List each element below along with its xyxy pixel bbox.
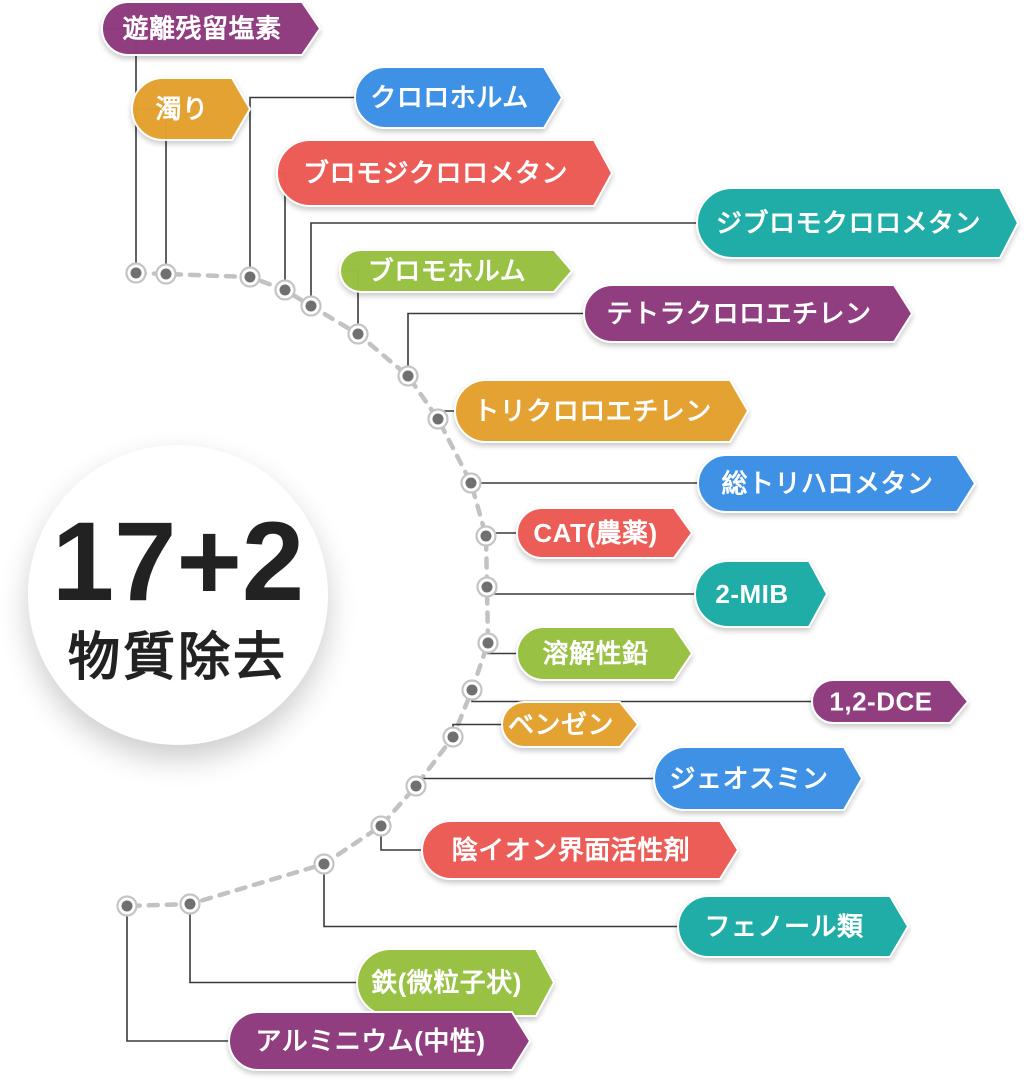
svg-text:ブロモホルム: ブロモホルム [368, 256, 526, 286]
svg-text:ジブロモクロロメタン: ジブロモクロロメタン [716, 208, 981, 238]
svg-text:フェノール類: フェノール類 [704, 912, 864, 942]
svg-text:ジェオスミン: ジェオスミン [669, 764, 828, 794]
svg-text:テトラクロロエチレン: テトラクロロエチレン [606, 299, 871, 329]
svg-text:鉄(微粒子状): 鉄(微粒子状) [371, 968, 522, 998]
svg-text:アルミニウム(中性): アルミニウム(中性) [255, 1026, 485, 1056]
svg-text:クロロホルム: クロロホルム [370, 83, 528, 113]
svg-text:濁り: 濁り [155, 94, 208, 124]
svg-text:溶解性鉛: 溶解性鉛 [542, 639, 648, 669]
svg-text:総トリハロメタン: 総トリハロメタン [721, 469, 933, 499]
svg-text:1,2-DCE: 1,2-DCE [829, 687, 932, 717]
svg-text:ベンゼン: ベンゼン [508, 710, 614, 740]
svg-text:CAT(農薬): CAT(農薬) [533, 518, 657, 548]
svg-text:遊離残留塩素: 遊離残留塩素 [122, 14, 281, 44]
svg-text:トリクロロエチレン: トリクロロエチレン [473, 396, 712, 426]
svg-text:2-MIB: 2-MIB [715, 579, 788, 609]
svg-text:陰イオン界面活性剤: 陰イオン界面活性剤 [452, 835, 691, 865]
svg-text:ブロモジクロロメタン: ブロモジクロロメタン [303, 158, 568, 188]
